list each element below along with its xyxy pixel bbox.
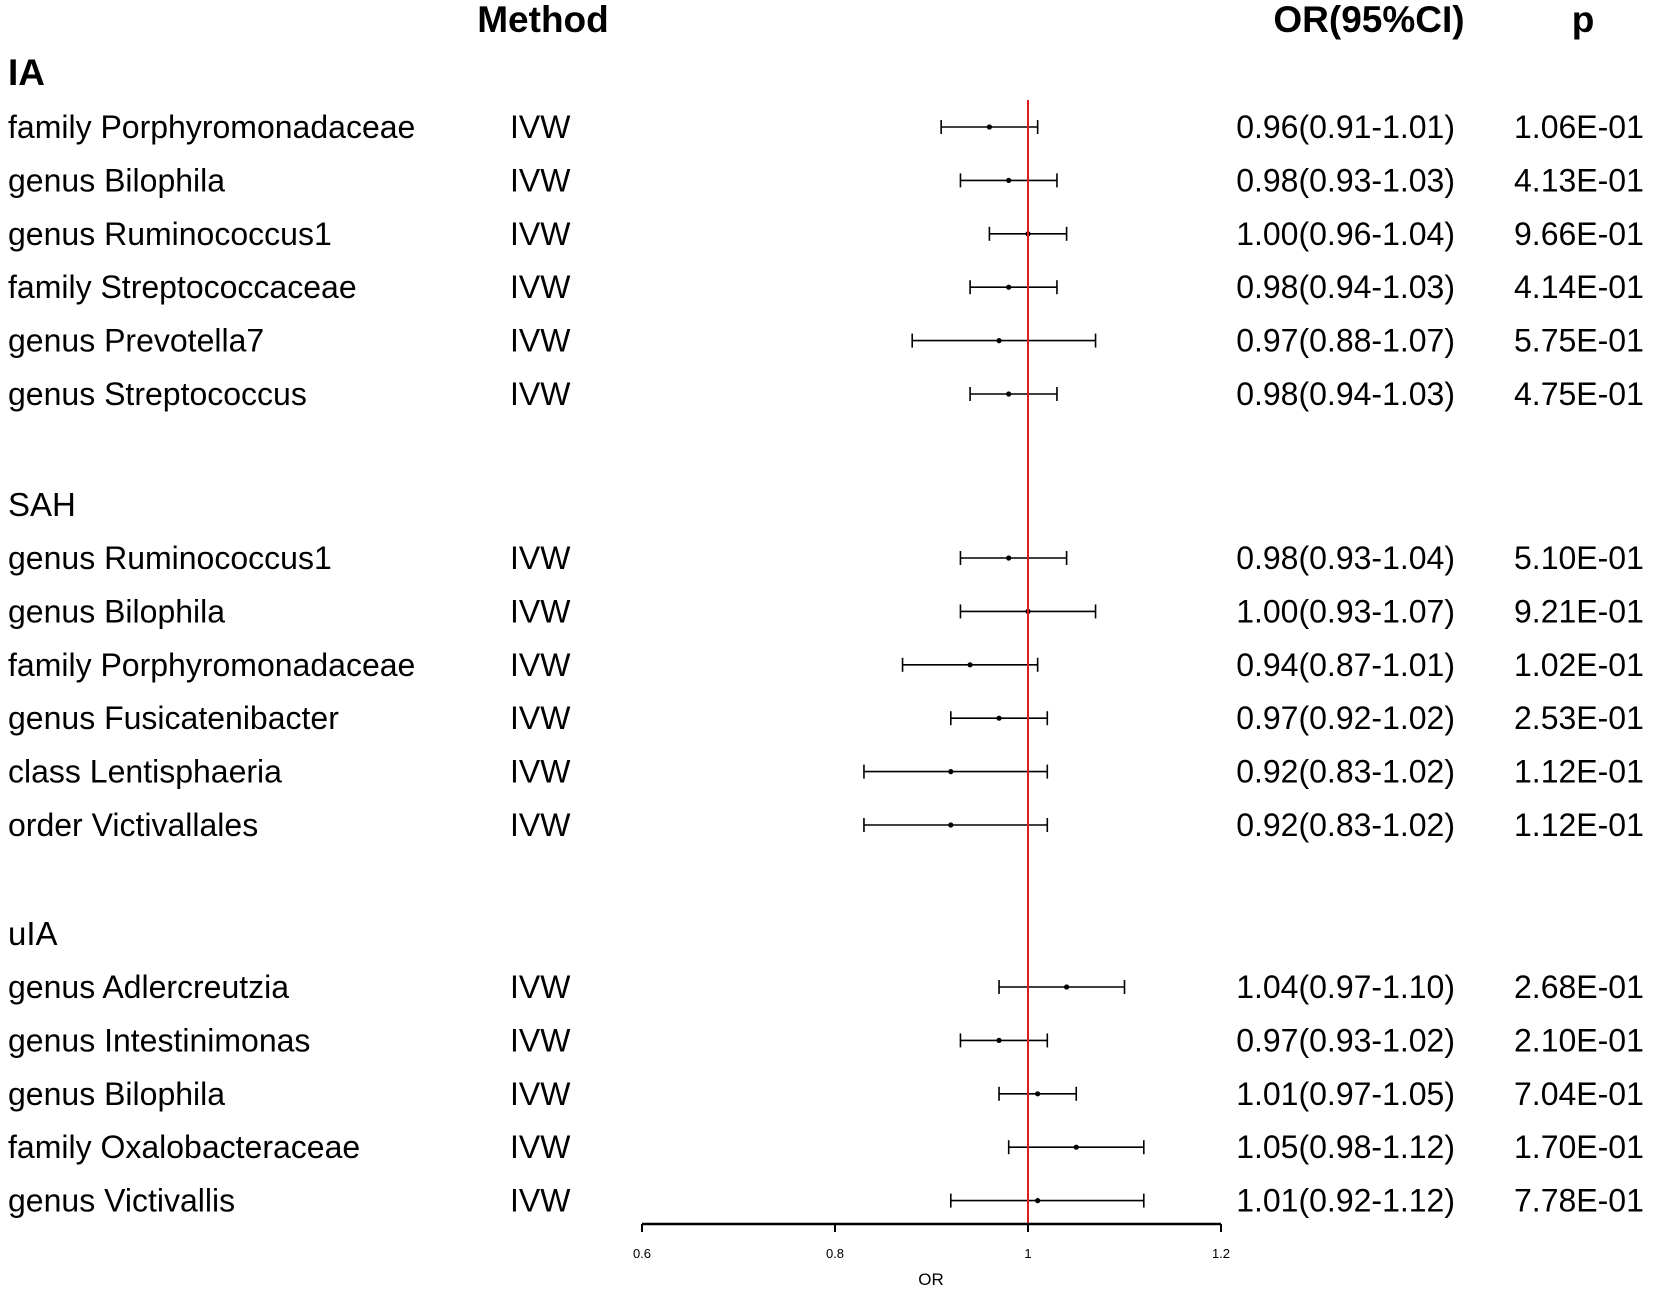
exposure-label: genus Intestinimonas — [8, 1022, 310, 1058]
p-value-label: 9.66E-01 — [1514, 216, 1644, 252]
p-value-label: 2.53E-01 — [1514, 700, 1644, 736]
exposure-label: class Lentisphaeria — [8, 754, 282, 790]
method-label: IVW — [510, 376, 571, 412]
method-label: IVW — [510, 700, 571, 736]
or-ci-label: 0.97(0.93-1.02) — [1236, 1022, 1455, 1058]
point-estimate — [1073, 1144, 1079, 1150]
header-or-ci: OR(95%CI) — [1273, 0, 1464, 40]
method-label: IVW — [510, 1076, 571, 1112]
point-estimate — [1006, 391, 1012, 397]
p-value-label: 1.06E-01 — [1514, 109, 1644, 145]
or-ci-label: 1.01(0.97-1.05) — [1236, 1076, 1455, 1112]
or-ci-label: 1.05(0.98-1.12) — [1236, 1129, 1455, 1165]
p-value-label: 7.04E-01 — [1514, 1076, 1644, 1112]
plot-rows: IA family Porphyromonadaceae IVW 0.96(0.91-… — [8, 52, 1644, 1219]
p-value-label: 4.14E-01 — [1514, 269, 1644, 305]
exposure-label: genus Bilophila — [8, 593, 225, 629]
p-value-label: 1.02E-01 — [1514, 647, 1644, 683]
point-estimate — [967, 662, 973, 668]
or-ci-label: 0.94(0.87-1.01) — [1236, 647, 1455, 683]
method-label: IVW — [510, 1129, 571, 1165]
exposure-label: family Porphyromonadaceae — [8, 109, 415, 145]
method-label: IVW — [510, 1183, 571, 1219]
or-ci-label: 1.00(0.96-1.04) — [1236, 216, 1455, 252]
x-tick-label: 0.8 — [826, 1246, 844, 1261]
exposure-label: genus Bilophila — [8, 162, 225, 198]
point-estimate — [1064, 984, 1070, 990]
exposure-label: family Oxalobacteraceae — [8, 1129, 360, 1165]
or-ci-label: 0.92(0.83-1.02) — [1236, 807, 1455, 843]
p-value-label: 9.21E-01 — [1514, 593, 1644, 629]
point-estimate — [948, 769, 954, 775]
or-ci-label: 0.98(0.93-1.03) — [1236, 162, 1455, 198]
point-estimate — [996, 338, 1002, 344]
or-ci-label: 0.97(0.92-1.02) — [1236, 700, 1455, 736]
exposure-label: order Victivallales — [8, 807, 258, 843]
x-axis: 0.6 0.8 1 1.2 OR — [633, 100, 1230, 1289]
method-label: IVW — [510, 593, 571, 629]
method-label: IVW — [510, 109, 571, 145]
exposure-label: family Streptococcaceae — [8, 269, 357, 305]
method-label: IVW — [510, 269, 571, 305]
exposure-label: genus Fusicatenibacter — [8, 700, 339, 736]
method-label: IVW — [510, 647, 571, 683]
point-estimate — [1006, 555, 1012, 561]
exposure-label: genus Adlercreutzia — [8, 969, 289, 1005]
group-label: SAH — [8, 486, 76, 523]
method-label: IVW — [510, 162, 571, 198]
x-tick-label: 0.6 — [633, 1246, 651, 1261]
or-ci-label: 0.96(0.91-1.01) — [1236, 109, 1455, 145]
point-estimate — [948, 822, 954, 828]
method-label: IVW — [510, 323, 571, 359]
or-ci-label: 0.92(0.83-1.02) — [1236, 754, 1455, 790]
p-value-label: 2.68E-01 — [1514, 969, 1644, 1005]
point-estimate — [1006, 284, 1012, 290]
exposure-label: genus Victivallis — [8, 1183, 235, 1219]
exposure-label: genus Bilophila — [8, 1076, 225, 1112]
or-ci-label: 1.01(0.92-1.12) — [1236, 1183, 1455, 1219]
method-label: IVW — [510, 1022, 571, 1058]
point-estimate — [1035, 1091, 1041, 1097]
or-ci-label: 1.04(0.97-1.10) — [1236, 969, 1455, 1005]
header-method: Method — [477, 0, 609, 40]
or-ci-label: 0.98(0.94-1.03) — [1236, 376, 1455, 412]
header-p: p — [1572, 0, 1595, 40]
method-label: IVW — [510, 540, 571, 576]
method-label: IVW — [510, 969, 571, 1005]
exposure-label: family Porphyromonadaceae — [8, 647, 415, 683]
method-label: IVW — [510, 754, 571, 790]
exposure-label: genus Ruminococcus1 — [8, 540, 332, 576]
or-ci-label: 0.98(0.93-1.04) — [1236, 540, 1455, 576]
exposure-label: genus Streptococcus — [8, 376, 307, 412]
or-ci-label: 1.00(0.93-1.07) — [1236, 593, 1455, 629]
or-ci-label: 0.98(0.94-1.03) — [1236, 269, 1455, 305]
method-label: IVW — [510, 807, 571, 843]
p-value-label: 4.75E-01 — [1514, 376, 1644, 412]
exposure-label: genus Ruminococcus1 — [8, 216, 332, 252]
x-tick-label: 1.2 — [1212, 1246, 1230, 1261]
p-value-label: 1.12E-01 — [1514, 754, 1644, 790]
p-value-label: 5.75E-01 — [1514, 323, 1644, 359]
x-tick-label: 1 — [1024, 1246, 1031, 1261]
p-value-label: 2.10E-01 — [1514, 1022, 1644, 1058]
p-value-label: 4.13E-01 — [1514, 162, 1644, 198]
group-label: IA — [8, 52, 45, 93]
or-ci-label: 0.97(0.88-1.07) — [1236, 323, 1455, 359]
point-estimate — [1035, 1198, 1041, 1204]
x-axis-label: OR — [918, 1270, 944, 1289]
p-value-label: 1.70E-01 — [1514, 1129, 1644, 1165]
point-estimate — [996, 1037, 1002, 1043]
method-label: IVW — [510, 216, 571, 252]
point-estimate — [986, 124, 993, 130]
p-value-label: 1.12E-01 — [1514, 807, 1644, 843]
point-estimate — [1006, 177, 1012, 183]
p-value-label: 7.78E-01 — [1514, 1183, 1644, 1219]
exposure-label: genus Prevotella7 — [8, 323, 264, 359]
p-value-label: 5.10E-01 — [1514, 540, 1644, 576]
point-estimate — [996, 715, 1002, 721]
group-label: uIA — [8, 915, 58, 952]
